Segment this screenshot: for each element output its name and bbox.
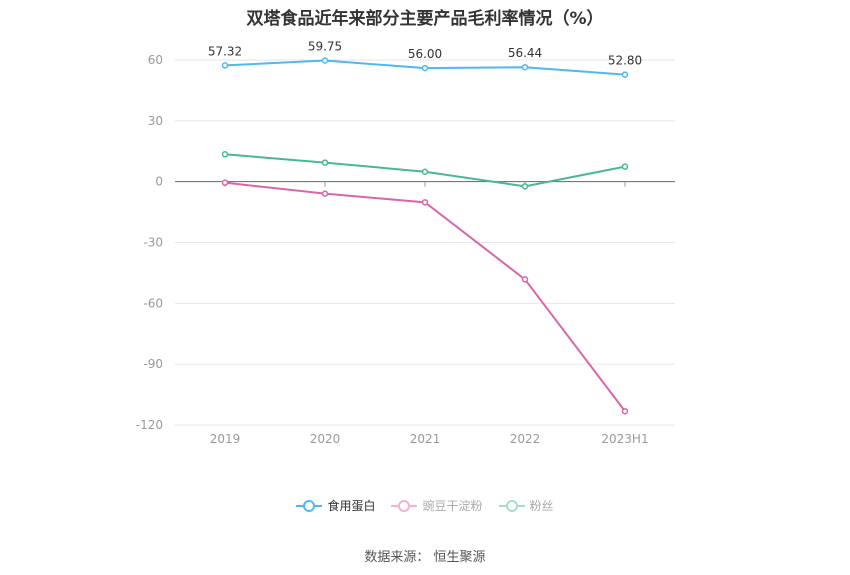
chart-title: 双塔食品近年来部分主要产品毛利率情况（%） (246, 9, 604, 29)
data-point (221, 151, 229, 158)
legend-item[interactable]: 粉丝 (498, 497, 554, 514)
data-label: 59.75 (308, 40, 342, 54)
x-tick-label: 2022 (510, 432, 541, 446)
legend-item[interactable]: 豌豆干淀粉 (391, 497, 483, 514)
data-point (521, 276, 529, 283)
legend: 食用蛋白 豌豆干淀粉 粉丝 (0, 497, 850, 514)
legend-marker-icon (296, 499, 323, 512)
legend-item[interactable]: 食用蛋白 (296, 497, 375, 514)
data-point (621, 71, 629, 78)
data-point (621, 407, 629, 415)
legend-label: 粉丝 (529, 499, 554, 513)
data-point (321, 159, 329, 166)
data-label: 57.32 (208, 44, 242, 58)
legend-label: 豌豆干淀粉 (422, 499, 483, 513)
data-point (621, 163, 629, 170)
data-source: 数据来源： 恒生聚源 (364, 550, 486, 565)
legend-marker-icon (391, 499, 418, 512)
legend-label: 食用蛋白 (327, 499, 376, 513)
x-tick-label: 2020 (310, 432, 341, 446)
y-tick-label: -90 (143, 357, 163, 371)
data-label: 52.80 (608, 54, 642, 68)
data-label: 56.00 (408, 47, 442, 61)
series-line-1 (224, 181, 626, 412)
data-point (221, 179, 229, 186)
x-tick-label: 2019 (210, 432, 241, 446)
data-point (321, 57, 329, 64)
data-point (421, 199, 429, 206)
data-point (321, 190, 329, 197)
data-point (521, 183, 529, 190)
data-point (421, 64, 429, 72)
y-tick-label: -60 (143, 296, 163, 310)
x-tick-label: 2021 (410, 432, 441, 446)
data-point (421, 168, 429, 175)
y-tick-label: 30 (148, 114, 163, 128)
data-label: 56.44 (508, 46, 542, 60)
legend-marker-icon (498, 499, 525, 512)
y-tick-label: 0 (155, 175, 163, 189)
x-tick-label: 2023H1 (601, 432, 648, 446)
y-tick-label: -120 (136, 418, 163, 432)
data-point (521, 63, 529, 71)
y-tick-label: 60 (148, 53, 163, 67)
y-tick-label: -30 (143, 236, 163, 250)
data-point (221, 62, 229, 69)
